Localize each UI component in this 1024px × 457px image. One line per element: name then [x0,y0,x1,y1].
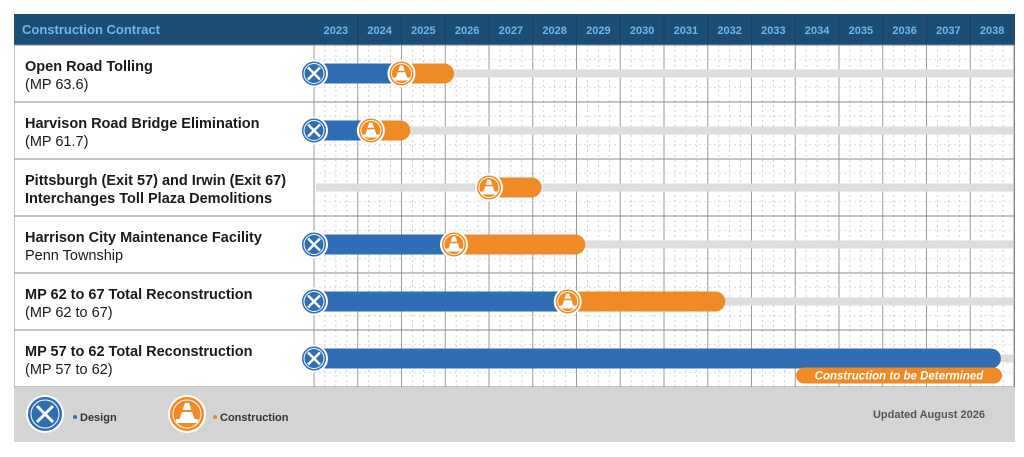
year-label: 2026 [455,25,479,37]
design-bar [314,291,568,312]
row-label-title: MP 57 to 62 Total Reconstruction [25,344,252,360]
construction-bar [454,234,586,255]
design-bar [314,120,371,141]
year-label: 2024 [367,25,392,37]
design-marker-icon [299,287,329,316]
timeline-track [316,126,1013,135]
gantt-svg: Construction Contract 2023 2024 2025 2026 20… [13,14,1015,442]
tbd-label: Construction to be Determined [815,371,985,383]
year-label: 2030 [630,25,654,37]
year-label: 2029 [586,25,610,37]
row-label-title: Open Road Tolling [25,59,153,75]
row-label-title: Harvison Road Bridge Elimination [25,116,259,132]
row-label-subtitle: (MP 62 to 67) [25,305,113,321]
year-label: 2036 [892,25,916,37]
construction-bar [567,291,726,312]
construction-marker-icon [387,59,416,88]
construction-marker-icon [356,116,385,145]
row-label-title: Harrison City Maintenance Facility [25,230,262,246]
row-label-subtitle: Interchanges Toll Plaza Demolitions [25,191,272,207]
gantt-chart: Construction Contract 2023 2024 2025 2026 20… [13,14,1015,442]
row-label-subtitle: (MP 61.7) [25,134,88,150]
design-bar [314,63,402,84]
design-marker-icon [299,230,329,259]
row-label-title: Pittsburgh (Exit 57) and Irwin (Exit 67) [25,173,286,189]
updated-note: Updated August 2026 [873,409,985,421]
year-label: 2035 [849,25,873,37]
construction-bar [401,63,454,84]
legend-design-label: Design [80,412,117,424]
year-label: 2031 [674,25,698,37]
year-label: 2025 [411,25,435,37]
year-label: 2023 [324,25,348,37]
timeline-track [316,240,1013,249]
tbd-pill [796,367,1002,384]
legend-footer [14,387,1015,442]
row-label-title: MP 62 to 67 Total Reconstruction [25,287,252,303]
design-bar [314,234,454,255]
year-label: 2037 [936,25,960,37]
construction-marker-icon [440,230,468,259]
year-label: 2033 [761,25,785,37]
row-label-subtitle: (MP 57 to 62) [25,362,113,378]
row-label-subtitle: (MP 63.6) [25,77,88,93]
legend-design-icon [26,395,64,433]
timeline-track [316,69,1013,78]
design-marker-icon [299,116,329,145]
design-bar [314,348,1001,369]
legend-construction-dot [213,415,217,419]
design-marker-icon [299,59,329,88]
design-marker-icon [299,344,329,373]
construction-bar [489,177,542,198]
legend-construction-label: Construction [220,412,289,424]
year-label: 2034 [805,25,830,37]
header-bar [14,14,1015,45]
construction-marker-icon [553,287,582,316]
timeline-track [316,183,1013,192]
legend-construction-icon [168,395,206,433]
year-label: 2032 [717,25,741,37]
header-title: Construction Contract [22,22,161,37]
row-label-subtitle: Penn Township [25,248,123,264]
legend-design-dot [73,415,77,419]
year-label: 2027 [499,25,523,37]
year-label: 2028 [542,25,566,37]
construction-marker-icon [475,173,503,202]
year-label: 2038 [980,25,1004,37]
